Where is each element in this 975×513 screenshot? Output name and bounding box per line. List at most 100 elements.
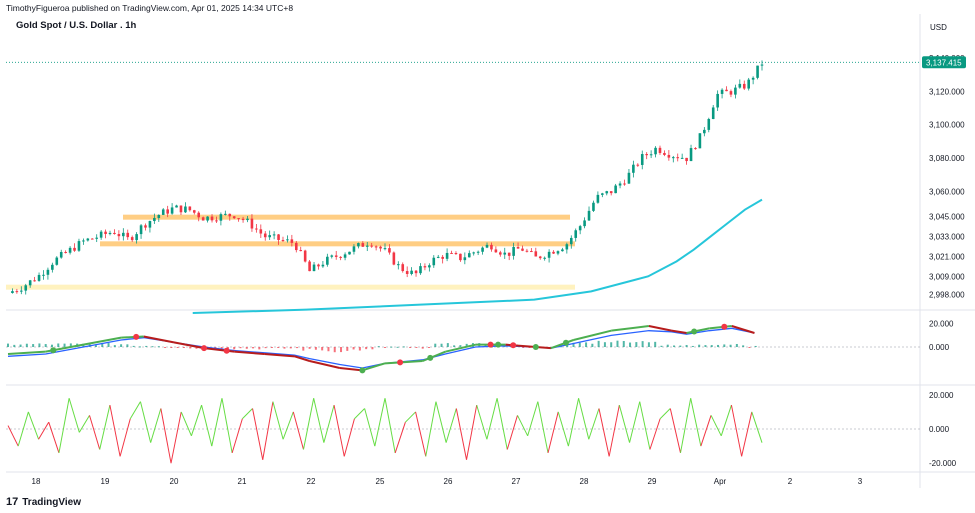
osc-histogram-bar	[258, 347, 261, 350]
candle-body	[215, 220, 218, 222]
candle-body	[454, 253, 458, 255]
candle-body	[547, 251, 551, 258]
candle-body	[64, 251, 67, 253]
candle-body	[86, 238, 90, 241]
osc-histogram-bar	[270, 347, 273, 348]
price-tick-label: 3,080.000	[929, 154, 965, 163]
candle-body	[720, 89, 724, 94]
osc-histogram-bar	[522, 347, 525, 348]
osc-histogram-bar	[610, 342, 613, 347]
candle-body	[299, 250, 303, 252]
osc-histogram-bar	[239, 347, 242, 349]
price-tick-label: 3,021.000	[929, 252, 965, 261]
candle-body	[632, 164, 635, 173]
candle-body	[219, 214, 223, 221]
momentum-segment	[333, 404, 345, 457]
osc-main-segment	[709, 325, 732, 330]
candle-body	[476, 251, 480, 253]
osc-histogram-bar	[723, 344, 726, 347]
osc-histogram-bar	[44, 344, 47, 347]
candle-body	[317, 264, 320, 267]
osc-histogram-bar	[377, 346, 380, 348]
momentum-segment	[394, 422, 406, 454]
candle-body	[459, 253, 462, 261]
candle-body	[654, 147, 657, 155]
momentum-segment	[262, 401, 274, 460]
momentum-segment	[190, 404, 203, 436]
candle-body	[277, 234, 280, 240]
osc-histogram-bar	[742, 345, 745, 347]
osc-histogram-bar	[277, 347, 280, 348]
candle-body	[636, 164, 640, 166]
osc-signal-line	[7, 327, 755, 369]
candle-body	[237, 218, 240, 220]
osc-histogram-bar	[252, 347, 255, 349]
tradingview-logo[interactable]: 17 TradingView	[6, 496, 81, 508]
time-tick-label: 20	[170, 477, 179, 486]
candle-body	[521, 248, 524, 251]
candle-body	[11, 291, 14, 293]
osc-histogram-bar	[120, 344, 123, 347]
momentum-segment	[7, 425, 19, 447]
osc-histogram-bar	[346, 347, 349, 351]
candle-body	[144, 225, 147, 228]
osc-histogram-bar	[126, 344, 129, 347]
osc-main-segment	[611, 325, 650, 332]
osc-histogram-bar	[434, 343, 437, 347]
candle-body	[574, 230, 578, 238]
candle-body	[99, 231, 103, 238]
candle-body	[534, 251, 538, 257]
candle-body	[658, 147, 662, 153]
osc-main-segment	[143, 335, 175, 344]
momentum-segment	[547, 411, 559, 454]
candle-body	[272, 234, 276, 236]
momentum-segment	[598, 408, 610, 457]
candle-body	[481, 247, 484, 252]
momentum-segment	[252, 408, 264, 460]
candle-body	[122, 232, 125, 237]
candle-body	[321, 264, 325, 267]
candle-body	[561, 249, 564, 252]
osc-histogram-bar	[19, 344, 22, 347]
candle-body	[246, 218, 249, 221]
candle-body	[46, 269, 50, 275]
candle-body	[59, 251, 63, 258]
osc-cross-dot-green	[359, 367, 366, 374]
momentum-segment	[679, 398, 692, 454]
candle-body	[601, 193, 604, 195]
momentum-segment	[27, 411, 40, 440]
candle-body	[716, 93, 719, 108]
candle-body	[334, 255, 338, 257]
tradingview-logo-icon: 17	[6, 496, 19, 508]
momentum-segment	[58, 398, 70, 454]
candle-body	[263, 233, 267, 238]
osc-histogram-bar	[415, 347, 418, 348]
momentum-segment	[567, 398, 580, 447]
osc-main-segment	[339, 367, 363, 372]
osc-histogram-bar	[283, 347, 286, 349]
momentum-segment	[180, 411, 192, 437]
candle-body	[281, 239, 285, 241]
candle-body	[339, 256, 342, 258]
candle-body	[512, 247, 515, 256]
candle-body	[330, 255, 334, 257]
osc-main-segment	[648, 325, 672, 332]
candle-body	[436, 256, 440, 258]
osc-histogram-bar	[440, 343, 443, 347]
candle-body	[516, 247, 520, 249]
candle-body	[250, 218, 254, 229]
momentum-segment	[527, 401, 539, 436]
candle-body	[184, 206, 187, 213]
candle-body	[543, 257, 546, 259]
candle-body	[77, 241, 81, 251]
osc-main-segment	[422, 350, 446, 362]
osc-histogram-bar	[233, 347, 236, 350]
momentum-segment	[241, 408, 253, 420]
price-tick-label: 3,100.000	[929, 121, 965, 130]
osc-cross-dot-green	[427, 354, 434, 361]
osc-histogram-bar	[654, 341, 657, 347]
candle-body	[188, 206, 192, 211]
osc-histogram-bar	[220, 347, 223, 350]
osc-main-segment	[234, 350, 265, 355]
